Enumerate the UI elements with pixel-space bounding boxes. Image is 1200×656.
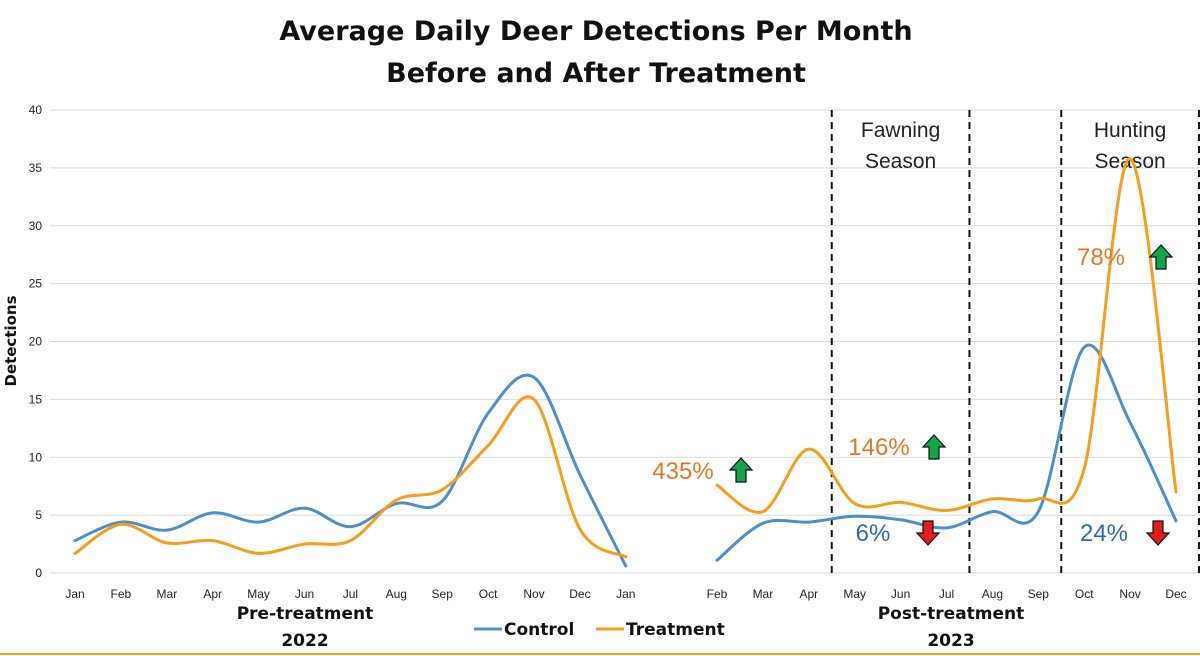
series-lines <box>73 157 1178 568</box>
y-tick-label: 35 <box>29 161 43 175</box>
y-tick-label: 15 <box>29 392 43 406</box>
period-year-pre: 2022 <box>281 631 328 651</box>
x-tick-label: May <box>247 587 270 601</box>
series-line-control-0 <box>73 373 628 568</box>
period-label-pre: Pre-treatment <box>237 604 374 624</box>
y-tick-label: 30 <box>29 219 43 233</box>
x-tick-label: Jan <box>616 587 635 601</box>
y-tick-labels: 0 5 10 15 20 25 30 35 40 <box>29 103 43 580</box>
x-tick-label: Oct <box>479 587 498 601</box>
percent-annotation: 146% <box>848 434 909 461</box>
season-label: Hunting <box>1094 119 1166 142</box>
chart-subtitle: Before and After Treatment <box>386 58 806 89</box>
y-tick-label: 25 <box>29 277 43 291</box>
legend: Control Treatment <box>474 620 725 640</box>
period-label-post: Post-treatment <box>878 604 1025 624</box>
y-tick-label: 10 <box>29 450 43 464</box>
x-tick-label: Sep <box>1028 587 1050 601</box>
arrow-up-icon <box>1148 244 1174 270</box>
x-tick-label: Nov <box>1119 587 1140 601</box>
y-tick-label: 40 <box>29 103 43 117</box>
percent-annotation: 78% <box>1077 244 1125 271</box>
y-tick-label: 20 <box>29 335 43 349</box>
x-tick-label: Apr <box>799 587 818 601</box>
legend-label-treatment: Treatment <box>626 620 725 640</box>
percent-annotation: 24% <box>1080 520 1128 547</box>
legend-label-control: Control <box>504 620 574 640</box>
period-year-post: 2023 <box>927 631 974 651</box>
arrow-down-icon <box>915 520 941 546</box>
x-tick-label: May <box>843 587 866 601</box>
x-tick-label: Apr <box>203 587 222 601</box>
series-line-treatment-0 <box>73 395 628 559</box>
percent-annotation: 6% <box>856 520 891 547</box>
x-tick-label: Sep <box>432 587 454 601</box>
y-tick-label: 5 <box>35 508 42 522</box>
x-tick-label: Aug <box>982 587 1003 601</box>
arrow-down-icon <box>1145 520 1171 546</box>
x-tick-label: Nov <box>523 587 544 601</box>
x-tick-label: Oct <box>1075 587 1094 601</box>
series-line-treatment-1 <box>715 157 1178 514</box>
x-tick-label: Mar <box>753 587 774 601</box>
season-label: Fawning <box>861 119 940 142</box>
percent-annotation: 435% <box>652 458 713 485</box>
chart-title: Average Daily Deer Detections Per Month <box>279 16 912 47</box>
x-tick-label: Jul <box>939 587 954 601</box>
y-axis-label: Detections <box>2 295 20 386</box>
x-tick-label: Mar <box>156 587 177 601</box>
x-tick-label: Aug <box>386 587 407 601</box>
annotations: 435% 146% 6% 78% 24% <box>652 244 1174 547</box>
x-tick-label: Jun <box>295 587 314 601</box>
x-tick-label: Jun <box>891 587 910 601</box>
season-markers: Fawning Season Hunting Season <box>830 110 1200 578</box>
x-tick-label: Jan <box>65 587 84 601</box>
series-line-control-1 <box>715 343 1178 562</box>
x-tick-label: Feb <box>707 587 728 601</box>
gridlines <box>50 109 1200 574</box>
arrow-up-icon <box>728 457 754 483</box>
x-tick-label: Dec <box>569 587 590 601</box>
x-tick-label: Jul <box>343 587 358 601</box>
x-tick-label: Dec <box>1165 587 1186 601</box>
x-tick-labels: Jan Feb Mar Apr May Jun Jul Aug Sep Oct Nov Dec Jan F… <box>65 587 1186 601</box>
x-tick-label: Feb <box>111 587 132 601</box>
season-label: Season <box>865 150 936 173</box>
arrow-up-icon <box>921 434 947 460</box>
y-tick-label: 0 <box>35 566 42 580</box>
season-label: Season <box>1094 150 1165 173</box>
